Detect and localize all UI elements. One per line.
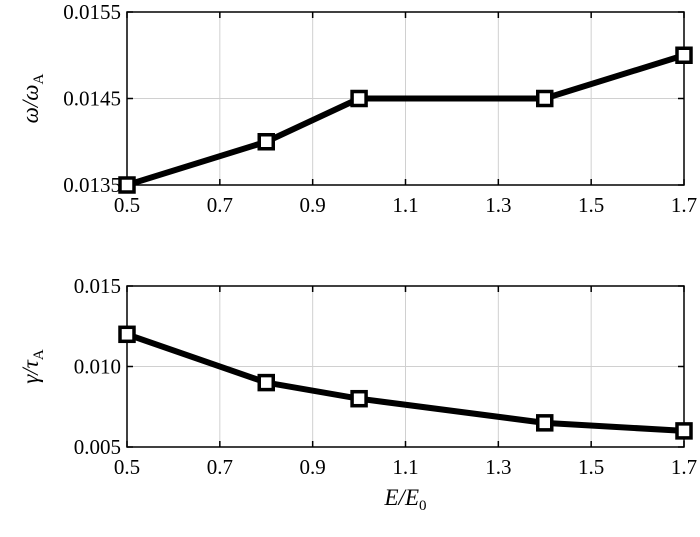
data-point-marker [536, 414, 554, 432]
x-tick-label: 0.5 [114, 193, 140, 217]
data-point-marker [257, 133, 275, 151]
x-tick-label: 0.5 [114, 455, 140, 479]
x-tick-label: 1.7 [671, 455, 697, 479]
x-axis-label-subscript: 0 [419, 498, 427, 514]
plot-frame [126, 285, 685, 448]
plot-frame [126, 11, 685, 186]
chart-panel-1: 0.5 0.7 0.9 1.1 1.3 1.5 1.7 0.0135 0.0145 0.0155 ω… [18, 0, 697, 217]
y-axis-label: γ/τA [18, 349, 47, 384]
x-tick-label: 0.9 [300, 455, 326, 479]
chart-panel-2: 0.5 0.7 0.9 1.1 1.3 1.5 1.7 0.005 0.010 0.015 γ/τA… [18, 274, 697, 514]
x-tick-label: 1.1 [392, 455, 418, 479]
data-point-marker [257, 373, 275, 392]
y-tick-label: 0.015 [74, 274, 121, 298]
x-axis-label-main: E/E [384, 485, 420, 510]
data-point-marker [350, 389, 368, 408]
data-point-marker [118, 325, 136, 344]
x-tick-label: 1.3 [485, 455, 511, 479]
y-axis-label-main: ω/ω [18, 84, 43, 123]
y-axis-label-main: γ/τ [18, 359, 43, 383]
y-tick-label: 0.005 [74, 435, 121, 459]
x-tick-label: 1.5 [578, 455, 604, 479]
y-axis-label: ω/ωA [18, 73, 47, 123]
y-tick-label: 0.010 [74, 355, 121, 379]
data-point-marker [675, 422, 693, 440]
x-tick-label: 1.3 [485, 193, 511, 217]
x-tick-label: 0.7 [207, 455, 233, 479]
x-tick-label: 1.1 [392, 193, 418, 217]
x-axis-label: E/E0 [384, 485, 427, 514]
data-point-marker [675, 46, 693, 64]
y-axis-label-subscript: A [31, 349, 47, 360]
y-axis-label-subscript: A [31, 73, 47, 84]
x-tick-label: 0.7 [207, 193, 233, 217]
data-point-marker [118, 176, 136, 194]
x-tick-label: 0.9 [300, 193, 326, 217]
y-tick-label: 0.0135 [63, 173, 121, 197]
data-point-marker [350, 89, 368, 108]
x-tick-label: 1.5 [578, 193, 604, 217]
data-point-marker [536, 89, 554, 108]
y-tick-label: 0.0145 [63, 87, 121, 111]
y-tick-label: 0.0155 [63, 0, 121, 24]
x-tick-label: 1.7 [671, 193, 697, 217]
